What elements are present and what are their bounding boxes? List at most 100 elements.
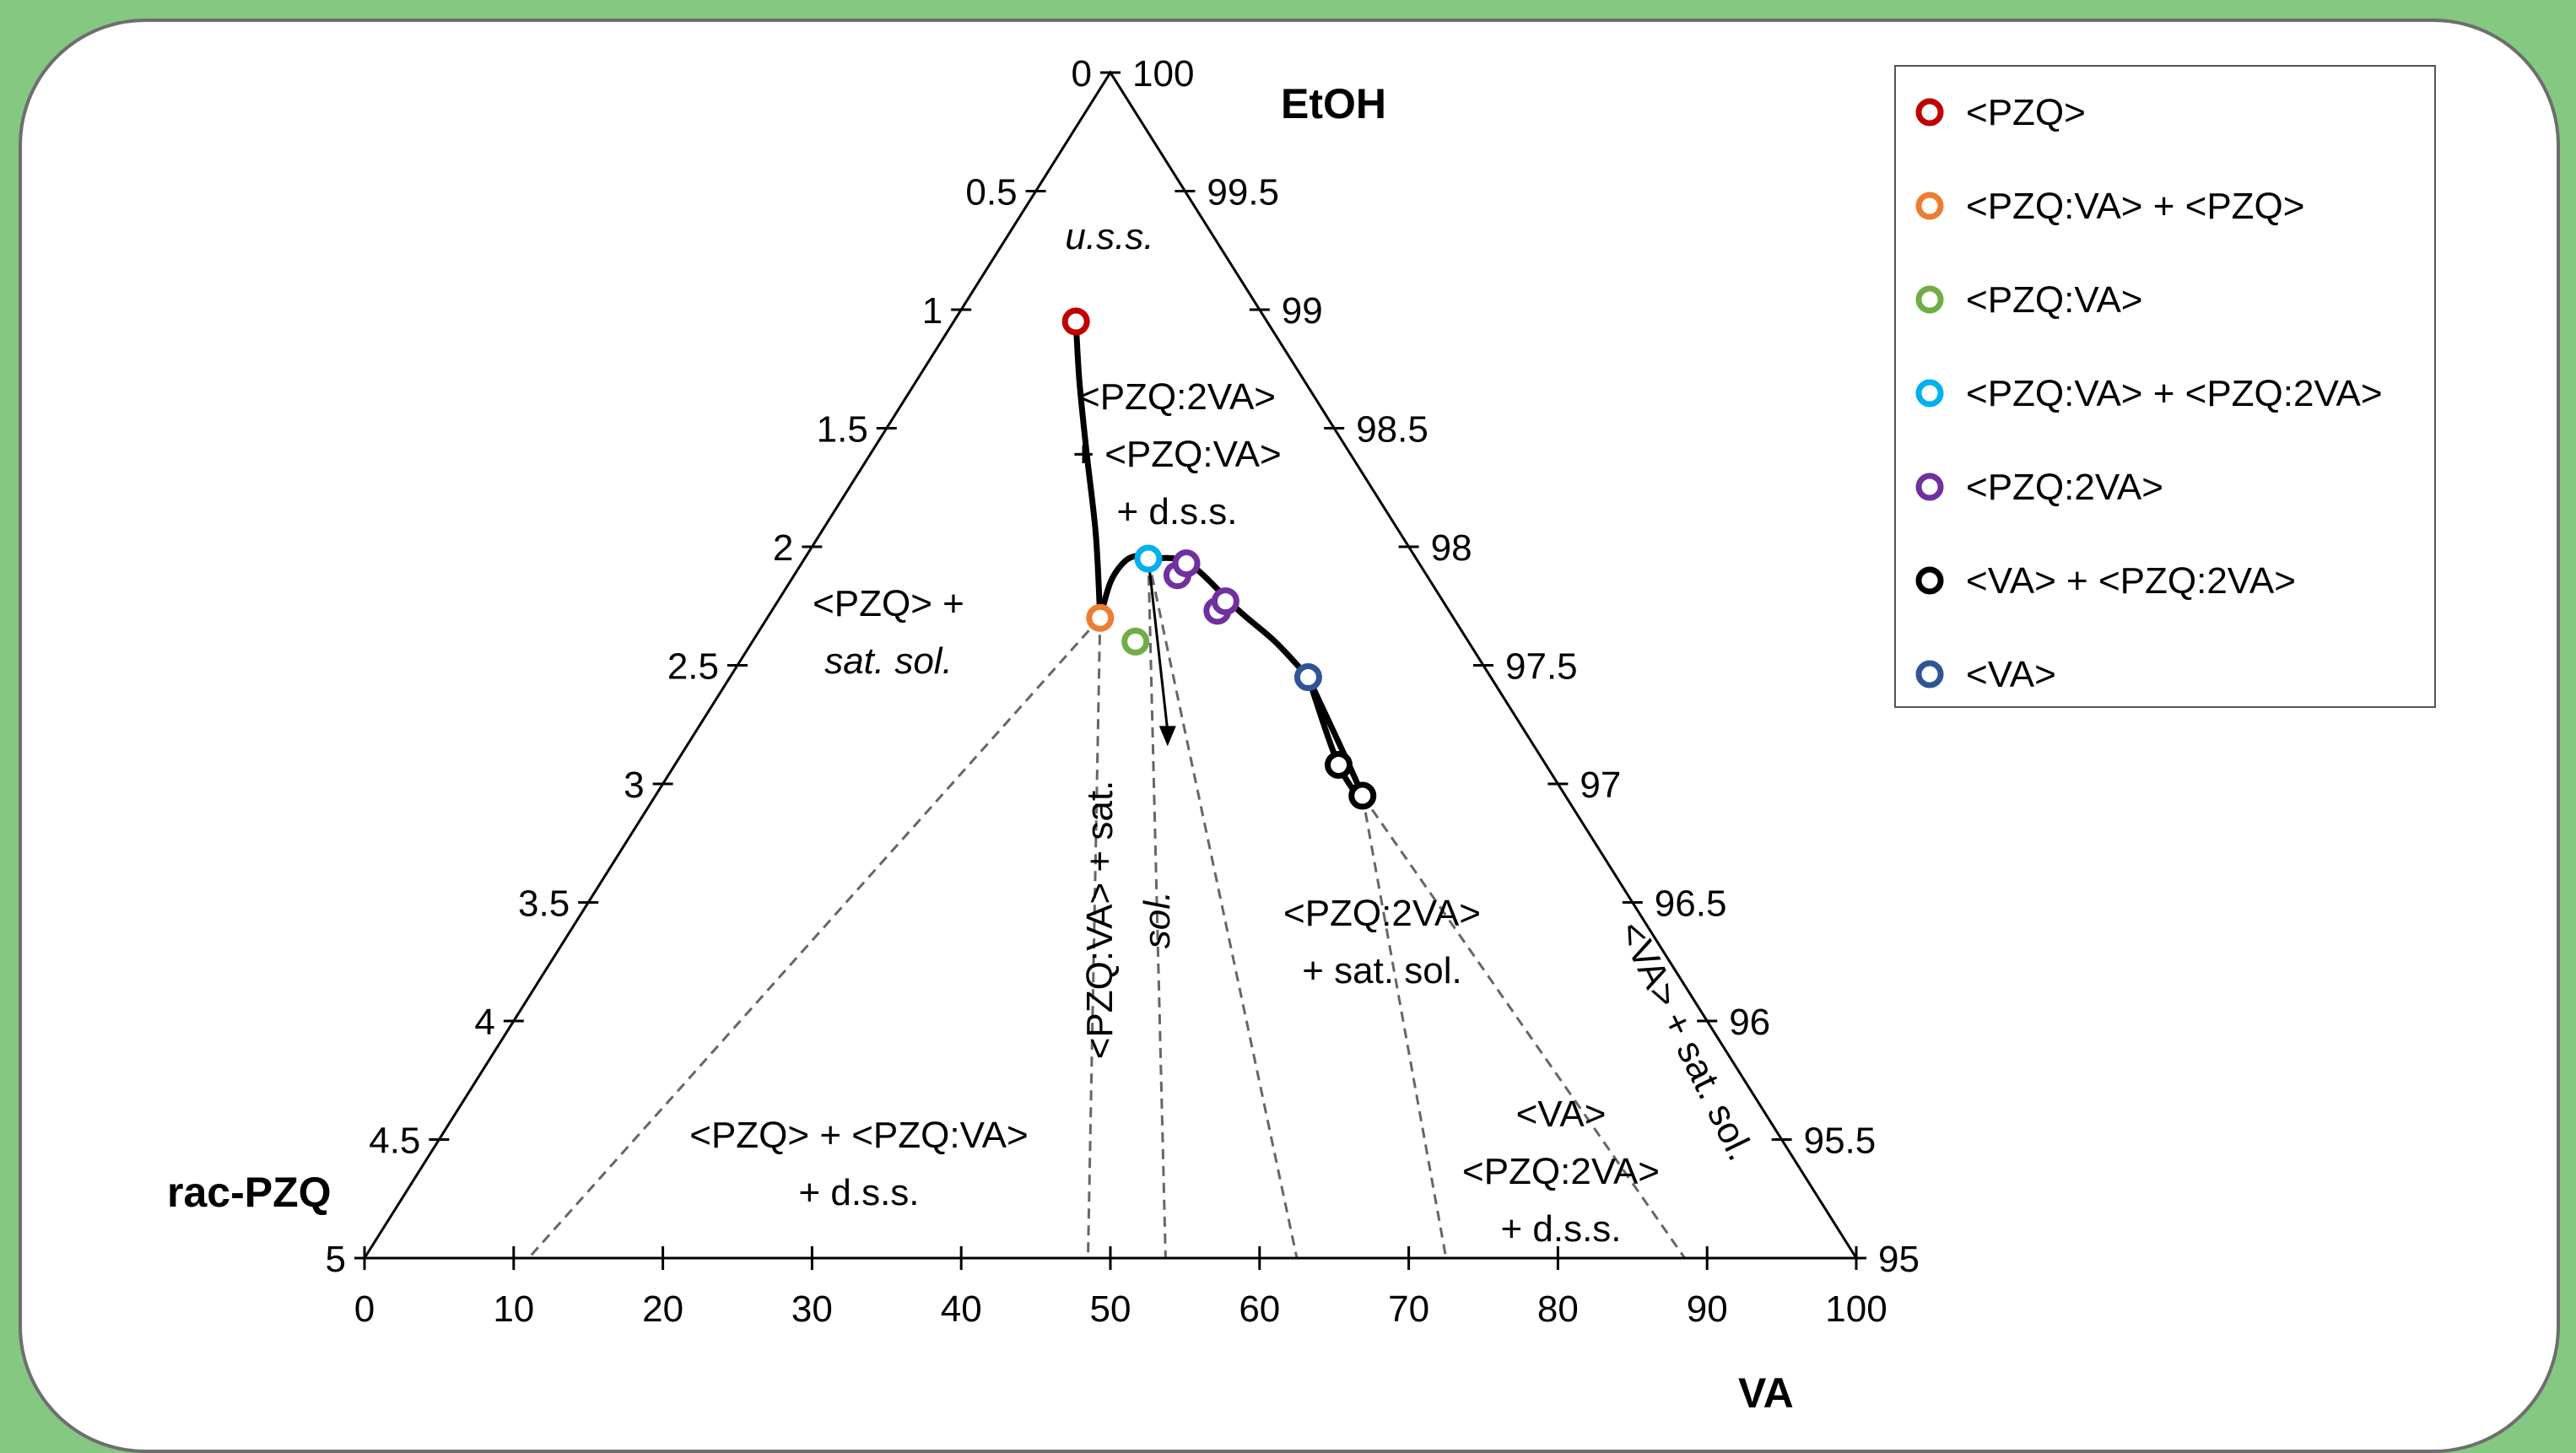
region-label-line: + d.s.s.	[798, 1172, 919, 1213]
right-tick-label: 95.5	[1804, 1121, 1877, 1162]
region-label-line: + <PZQ:VA>	[1072, 434, 1281, 475]
region-label-line: <PZQ> +	[813, 583, 964, 624]
right-tick-label: 97	[1580, 764, 1621, 806]
region-label-line: + d.s.s.	[1500, 1208, 1621, 1250]
region-label: <PZQ:2VA> + <PZQ:VA> + d.s.s.	[1072, 376, 1281, 532]
solubility-curve-segment	[1305, 676, 1367, 803]
vertex-label-right: VA	[1738, 1369, 1794, 1417]
bottom-tick-label: 20	[642, 1288, 683, 1330]
ternary-phase-diagram: 0 10 20 30 40 50 60 70 80 90 100 0 0.5 1 1.5 2 2.5 3 3.5 4 4…	[167, 53, 2436, 1417]
legend-label: <PZQ:2VA>	[1966, 467, 2163, 508]
legend-label: <PZQ:VA> + <PZQ>	[1966, 186, 2304, 227]
arrow-head	[1158, 726, 1176, 747]
right-tick-label: 99	[1282, 290, 1323, 332]
region-label-line: <PZQ:VA> + sat.	[1079, 781, 1121, 1060]
bottom-tick-label: 60	[1239, 1288, 1280, 1330]
bottom-tick-label: 100	[1825, 1288, 1887, 1330]
legend-label: <VA> + <PZQ:2VA>	[1966, 560, 2296, 602]
data-point	[1061, 307, 1090, 336]
solubility-curve-segment	[1072, 321, 1104, 618]
region-label-line: + d.s.s.	[1116, 491, 1237, 532]
legend-marker	[1915, 379, 1944, 408]
tie-lines	[527, 558, 1686, 1259]
region-label-line: sat. sol.	[824, 640, 953, 682]
left-tick-label: 1	[922, 290, 942, 332]
left-tick-label: 2.5	[667, 646, 719, 688]
data-point	[1211, 587, 1239, 616]
bottom-tick-label: 0	[354, 1288, 375, 1330]
data-point	[1348, 781, 1377, 810]
tie-line	[1147, 559, 1167, 1259]
region-label-line: sol.	[1137, 891, 1178, 948]
legend-label: <PZQ>	[1966, 92, 2086, 133]
legend-label: <PZQ:VA> + <PZQ:2VA>	[1966, 373, 2383, 414]
left-tick-label: 4	[474, 1002, 494, 1043]
left-tick-label: 0	[1072, 53, 1092, 95]
axis-ticks: 0 10 20 30 40 50 60 70 80 90 100 0 0.5 1 1.5 2 2.5 3 3.5 4 4…	[326, 53, 1920, 1330]
region-label-line: <PZQ:2VA>	[1462, 1151, 1660, 1192]
right-tick-label: 100	[1132, 53, 1194, 95]
bottom-tick-label: 40	[941, 1288, 982, 1330]
data-point	[1325, 751, 1353, 780]
legend-box	[1894, 65, 2436, 708]
data-point	[1134, 544, 1163, 573]
data-point	[1121, 627, 1150, 656]
bottom-tick-label: 10	[493, 1288, 534, 1330]
vertex-labels: EtOH rac-PZQ VA	[167, 80, 1794, 1417]
tie-line	[527, 617, 1101, 1259]
vertex-label-left: rac-PZQ	[167, 1169, 332, 1216]
region-label: u.s.s.	[1065, 216, 1153, 257]
vertex-label-top: EtOH	[1281, 80, 1386, 127]
right-tick-label: 99.5	[1207, 172, 1279, 213]
tie-line	[1361, 795, 1686, 1259]
region-label-line: + sat. sol.	[1302, 950, 1462, 991]
region-labels: u.s.s. <PZQ> + sat. sol. <PZQ:2VA> + <PZQ:VA…	[689, 216, 1761, 1250]
legend-label: <PZQ:VA>	[1966, 279, 2143, 321]
left-tick-label: 3	[624, 764, 644, 806]
bottom-tick-label: 70	[1388, 1288, 1429, 1330]
right-tick-label: 98.5	[1356, 409, 1428, 451]
left-tick-label: 0.5	[965, 172, 1017, 213]
bottom-tick-label: 30	[791, 1288, 833, 1330]
data-point	[1172, 549, 1201, 578]
data-point	[1086, 603, 1115, 632]
left-tick-label: 5	[326, 1239, 346, 1280]
data-points	[1061, 307, 1377, 810]
tie-line	[1147, 558, 1299, 1259]
right-tick-label: 97.5	[1505, 646, 1578, 688]
left-tick-label: 3.5	[518, 883, 570, 925]
region-label: <PZQ> + sat. sol.	[813, 583, 964, 682]
region-label-line: <PZQ:2VA>	[1283, 893, 1481, 934]
bottom-tick-label: 90	[1687, 1288, 1728, 1330]
region-label: <PZQ:VA> + sat. sol.	[1079, 781, 1178, 1060]
bottom-tick-label: 80	[1537, 1288, 1579, 1330]
region-label: <PZQ> + <PZQ:VA> + d.s.s.	[689, 1115, 1028, 1213]
legend-marker	[1915, 566, 1944, 595]
right-tick-label: 96	[1729, 1002, 1770, 1043]
bottom-tick-label: 50	[1090, 1288, 1131, 1330]
data-point	[1293, 663, 1322, 692]
legend-marker	[1915, 660, 1944, 689]
left-tick-label: 1.5	[817, 409, 868, 451]
region-label-line: <PZQ> + <PZQ:VA>	[689, 1115, 1028, 1156]
region-label: <VA> <PZQ:2VA> + d.s.s.	[1462, 1094, 1660, 1250]
right-tick-label: 95	[1878, 1239, 1920, 1280]
legend-marker	[1915, 192, 1944, 220]
region-label-line: <PZQ:2VA>	[1078, 376, 1276, 418]
legend: <PZQ> <PZQ:VA> + <PZQ> <PZQ:VA> <PZQ:VA> + …	[1894, 65, 2436, 708]
right-tick-label: 96.5	[1655, 883, 1727, 925]
region-label-line: u.s.s.	[1065, 216, 1153, 257]
tie-line	[1086, 618, 1102, 1259]
right-tick-label: 98	[1431, 527, 1472, 569]
solubility-curve-segment	[1097, 553, 1311, 679]
legend-marker	[1915, 285, 1944, 314]
legend-marker	[1915, 473, 1944, 501]
tie-line	[1361, 795, 1448, 1259]
region-label-line: <VA>	[1516, 1094, 1607, 1135]
left-tick-label: 2	[773, 527, 793, 569]
arrow-shaft	[1147, 558, 1169, 732]
region-label: <PZQ:2VA> + sat. sol.	[1283, 893, 1481, 991]
legend-marker	[1915, 98, 1944, 127]
left-tick-label: 4.5	[369, 1121, 420, 1162]
legend-label: <VA>	[1966, 654, 2056, 695]
